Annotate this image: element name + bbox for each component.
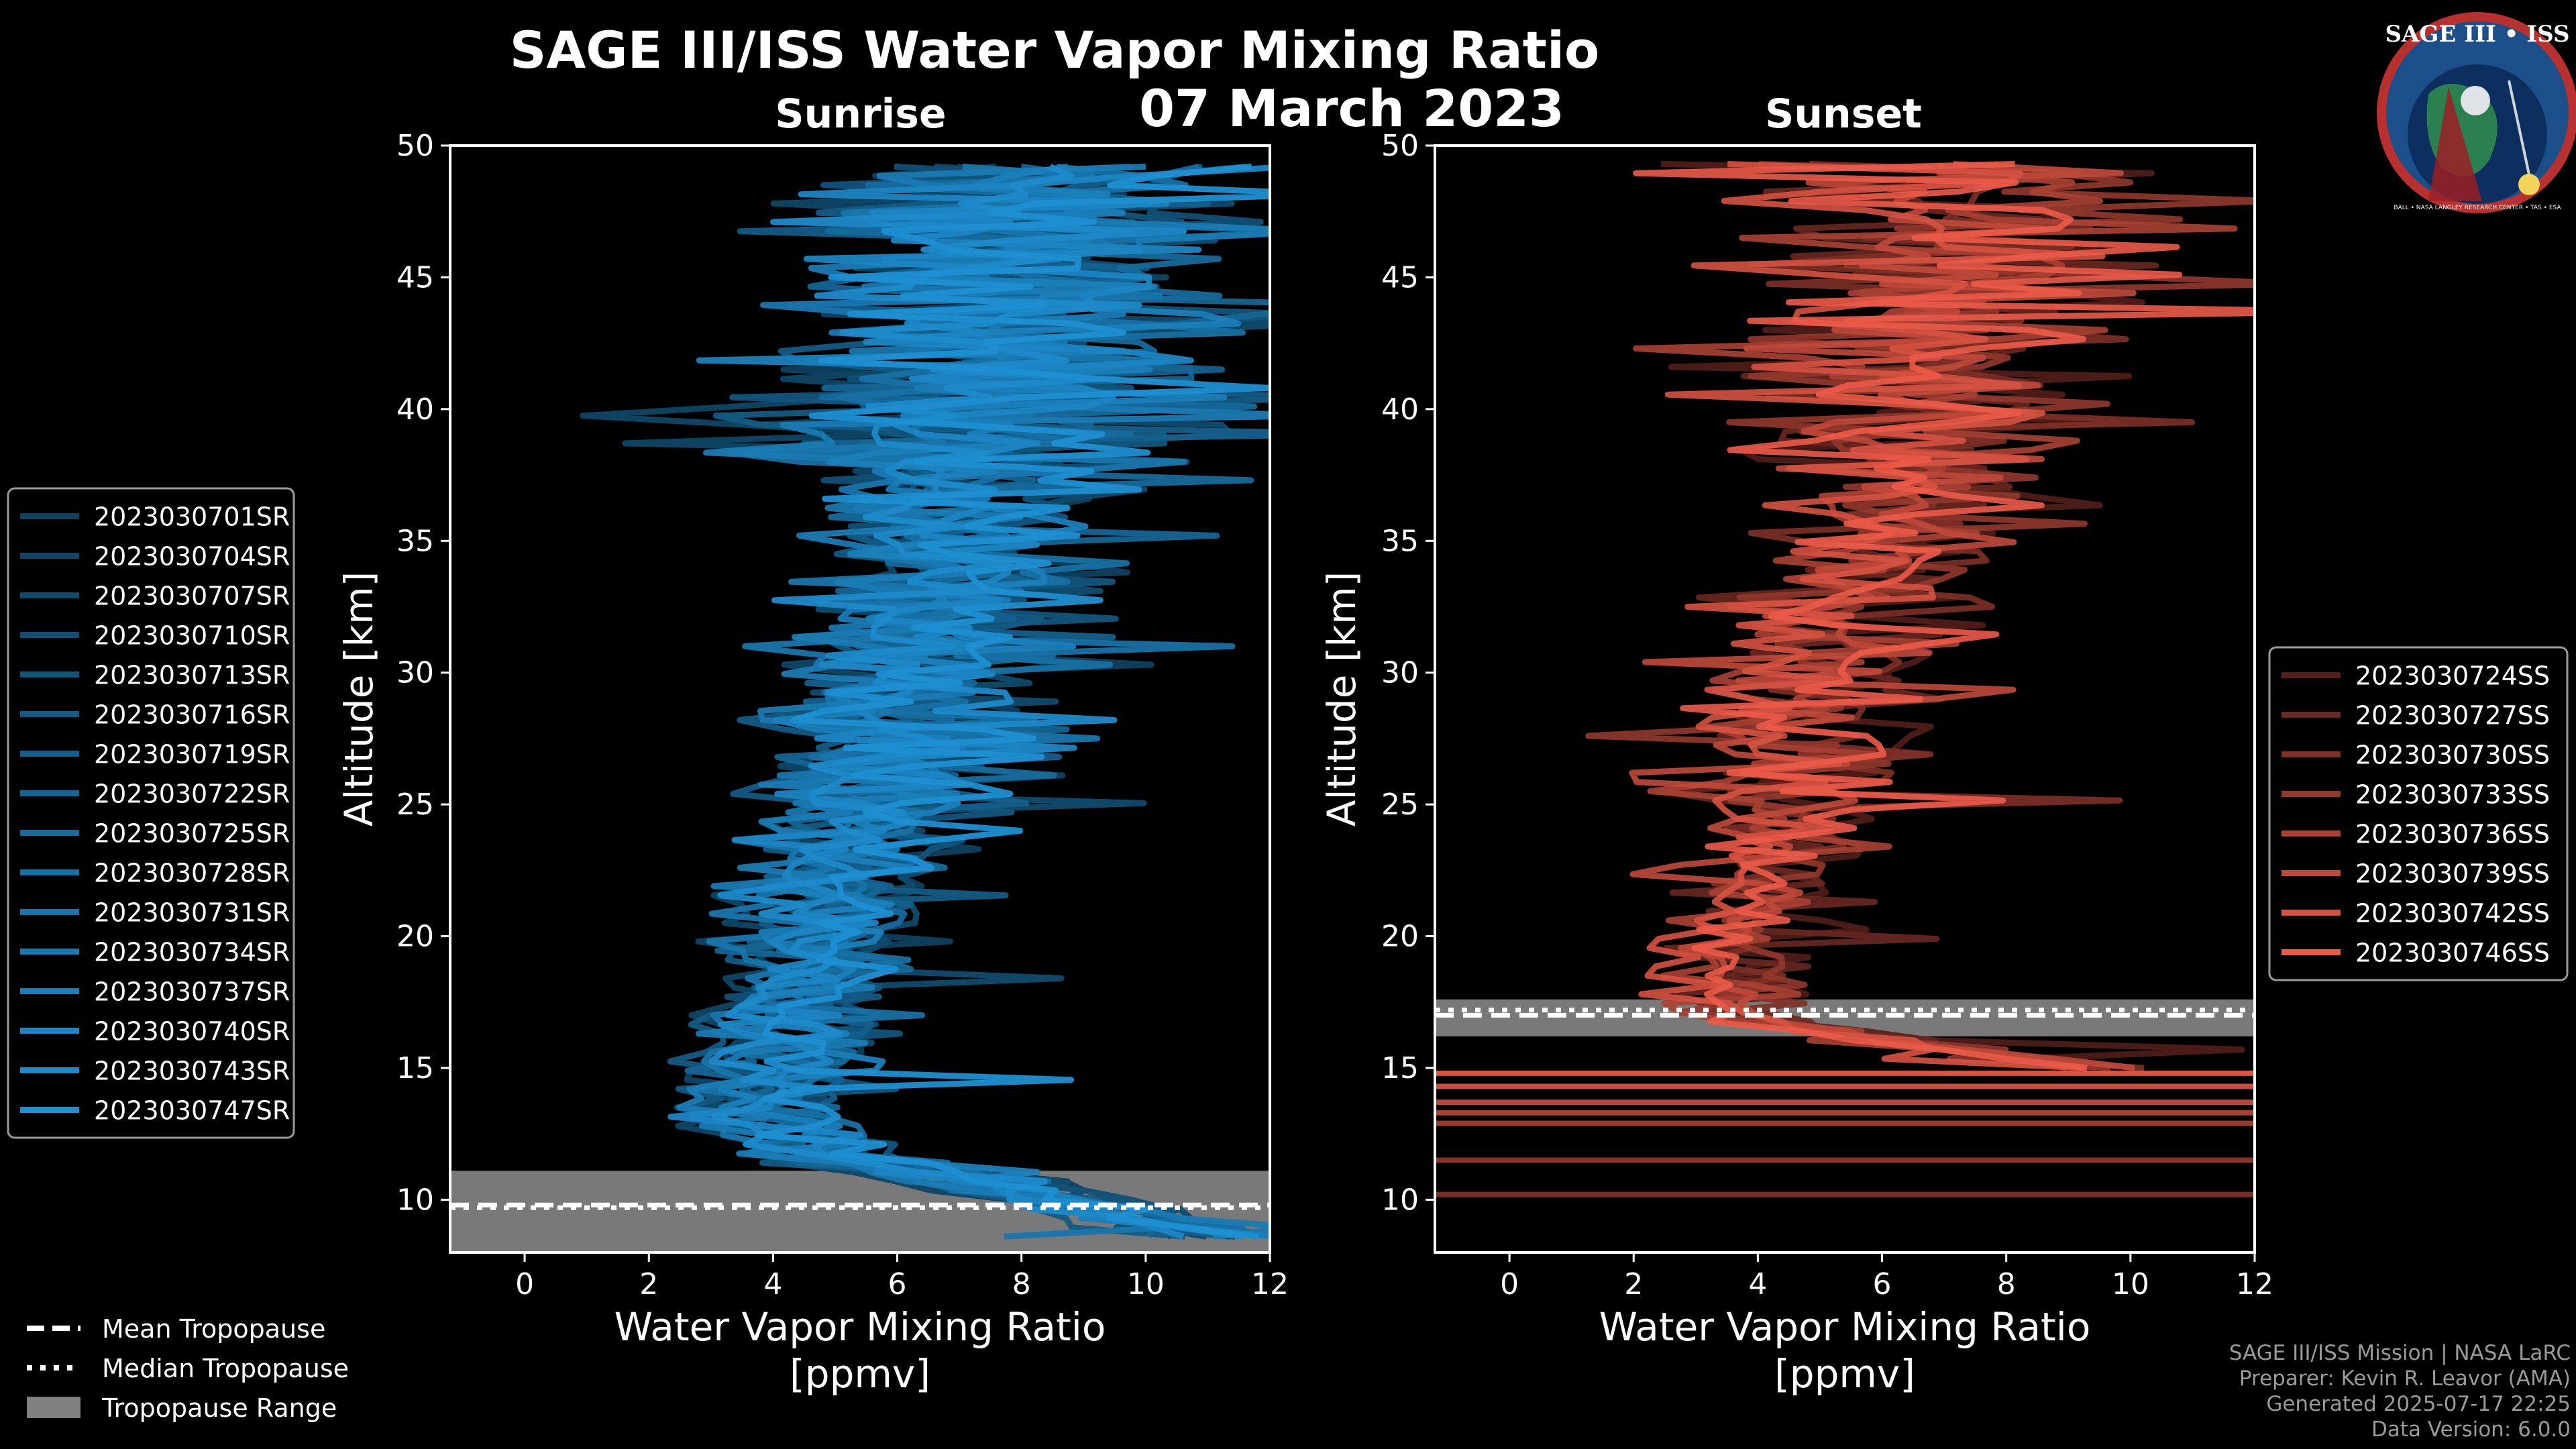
sunset-xtick-label: 8 <box>1997 1267 2016 1301</box>
sunset-profile-2023030746SS <box>1633 161 2255 1071</box>
sunrise-profile-2023030747SR <box>755 163 1270 1240</box>
footer-preparer: Preparer: Kevin R. Leavor (AMA) <box>2239 1366 2571 1391</box>
sunrise-legend-label: 2023030704SR <box>94 542 290 572</box>
sunrise-profile-2023030737SR <box>696 163 1270 1240</box>
sunrise-legend: 2023030701SR 2023030704SR 2023030707SR 2023… <box>7 487 295 1139</box>
sunrise-xtick-label: 8 <box>1012 1267 1031 1301</box>
sunrise-legend-label: 2023030725SR <box>94 819 290 849</box>
sunrise-ytick-label: 50 <box>396 129 434 163</box>
sunrise-xtick-label: 10 <box>1127 1267 1165 1301</box>
sunrise-xtick-label: 2 <box>639 1267 658 1301</box>
sunset-ylabel: Altitude [km] <box>1319 572 1364 826</box>
tropopause-legend-label: Tropopause Range <box>101 1393 337 1423</box>
sunrise-profile-2023030716SR <box>667 163 1270 1240</box>
sunset-xtick-label: 10 <box>2112 1267 2149 1301</box>
tropopause-legend-label: Median Tropopause <box>102 1354 349 1383</box>
sunset-xtick-label: 12 <box>2236 1267 2273 1301</box>
sunrise-legend-label: 2023030719SR <box>94 740 290 769</box>
figure-footer: SAGE III/ISS Mission | NASA LaRC Prepare… <box>2229 1340 2571 1442</box>
sunrise-ytick-label: 40 <box>396 392 434 427</box>
sunrise-ytick-label: 30 <box>396 656 434 690</box>
sunrise-xtick-label: 12 <box>1251 1267 1289 1301</box>
sunrise-legend-label: 2023030707SR <box>94 582 290 611</box>
legend-range-swatch <box>27 1397 80 1418</box>
sunrise-xlabel-line2: [ppmv] <box>790 1351 930 1397</box>
sunrise-legend-label: 2023030731SR <box>94 898 290 928</box>
sunrise-traces <box>450 163 1270 1252</box>
sunset-legend-label: 2023030742SS <box>2355 899 2550 928</box>
figure-title: SAGE III/ISS Water Vapor Mixing Ratio <box>510 20 1600 80</box>
sunset-ytick-label: 10 <box>1381 1183 1419 1217</box>
sunrise-legend-label: 2023030740SR <box>94 1017 290 1046</box>
sunrise-legend-label: 2023030728SR <box>94 859 290 888</box>
sunrise-ytick-label: 35 <box>396 524 434 558</box>
sunset-profile-2023030742SS <box>1638 161 2106 1071</box>
sunrise-panel: 10 15 20 25 30 35 40 45 50 0 2 4 6 8 10 12 Altitude [km… <box>336 129 1289 1397</box>
sunset-legend-label: 2023030739SS <box>2355 859 2550 889</box>
sunrise-legend-label: 2023030743SR <box>94 1057 290 1086</box>
sunrise-axes: 10 15 20 25 30 35 40 45 50 0 2 4 6 8 10 12 <box>396 129 1289 1301</box>
sunrise-ytick-label: 45 <box>396 260 434 294</box>
sunset-ytick-label: 50 <box>1381 129 1419 163</box>
footer-generated: Generated 2025-07-17 22:25 <box>2266 1392 2571 1416</box>
sunrise-legend-label: 2023030710SR <box>94 621 290 651</box>
sunset-legend-label: 2023030733SS <box>2355 780 2550 810</box>
sunrise-legend-label: 2023030747SR <box>94 1096 290 1126</box>
sunrise-profile-2023030740SR <box>667 164 1270 1240</box>
sunrise-legend-label: 2023030716SR <box>94 700 290 730</box>
sunset-xlabel-line2: [ppmv] <box>1774 1351 1915 1397</box>
sunrise-legend-label: 2023030722SR <box>94 780 290 809</box>
sunset-legend-label: 2023030727SS <box>2355 701 2550 731</box>
sunrise-xlabel-line1: Water Vapor Mixing Ratio <box>614 1304 1106 1350</box>
sunrise-xtick-label: 0 <box>515 1267 534 1301</box>
sunset-ytick-label: 20 <box>1381 920 1419 954</box>
footer-version: Data Version: 6.0.0 <box>2371 1417 2571 1442</box>
sunset-ytick-label: 40 <box>1381 392 1419 427</box>
sunset-ytick-label: 45 <box>1381 260 1419 294</box>
sunrise-ytick-label: 25 <box>396 788 434 822</box>
sunrise-ytick-label: 15 <box>396 1051 434 1085</box>
sunset-legend-label: 2023030736SS <box>2355 820 2550 849</box>
sunset-ytick-label: 30 <box>1381 656 1419 690</box>
sunset-legend: 2023030724SS 2023030727SS 2023030730SS 2023… <box>2268 646 2569 981</box>
sunset-panel: 10 15 20 25 30 35 40 45 50 0 2 4 6 8 10 12 Altitude [km… <box>1319 129 2273 1397</box>
sunset-xtick-label: 0 <box>1500 1267 1519 1301</box>
sage-iii-iss-logo: SAGE III • ISS BALL • NASA LANGLEY RESEA… <box>2377 12 2576 213</box>
footer-mission: SAGE III/ISS Mission | NASA LaRC <box>2229 1341 2571 1365</box>
sunrise-xtick-label: 6 <box>888 1267 907 1301</box>
sunrise-legend-label: 2023030734SR <box>94 938 290 967</box>
sunrise-ylabel: Altitude [km] <box>336 572 382 826</box>
sunset-xtick-label: 6 <box>1873 1267 1892 1301</box>
sunset-xtick-label: 4 <box>1748 1267 1767 1301</box>
sunrise-ytick-label: 20 <box>396 920 434 954</box>
sunrise-title: Sunrise <box>775 91 946 138</box>
sunset-xtick-label: 2 <box>1624 1267 1643 1301</box>
sunset-traces <box>1435 161 2255 1197</box>
logo-text: SAGE III • ISS <box>2385 21 2569 48</box>
sunrise-legend-label: 2023030737SR <box>94 977 290 1007</box>
sunrise-legend-label: 2023030713SR <box>94 661 290 690</box>
figure-date: 07 March 2023 <box>1139 78 1564 138</box>
sunset-title: Sunset <box>1765 91 1922 138</box>
sunrise-legend-label: 2023030701SR <box>94 502 290 532</box>
sunrise-ytick-label: 10 <box>396 1183 434 1217</box>
tropopause-legend-label: Mean Tropopause <box>102 1314 325 1344</box>
sunset-ytick-label: 25 <box>1381 788 1419 822</box>
sunset-legend-label: 2023030746SS <box>2355 938 2550 968</box>
sunrise-xtick-label: 4 <box>763 1267 782 1301</box>
logo-ring-text: BALL • NASA LANGLEY RESEARCH CENTER • TA… <box>2394 205 2561 211</box>
sunset-profile-2023030739SS <box>1629 161 2137 1071</box>
sunset-axes: 10 15 20 25 30 35 40 45 50 0 2 4 6 8 10 12 <box>1381 129 2273 1301</box>
sunset-ytick-label: 15 <box>1381 1051 1419 1085</box>
sunset-legend-label: 2023030730SS <box>2355 741 2550 770</box>
sunset-xlabel-line1: Water Vapor Mixing Ratio <box>1599 1304 2091 1350</box>
sunset-legend-label: 2023030724SS <box>2355 661 2550 691</box>
tropopause-legend: Mean Tropopause Median Tropopause Tropopau… <box>27 1314 349 1423</box>
sunset-ytick-label: 35 <box>1381 524 1419 558</box>
